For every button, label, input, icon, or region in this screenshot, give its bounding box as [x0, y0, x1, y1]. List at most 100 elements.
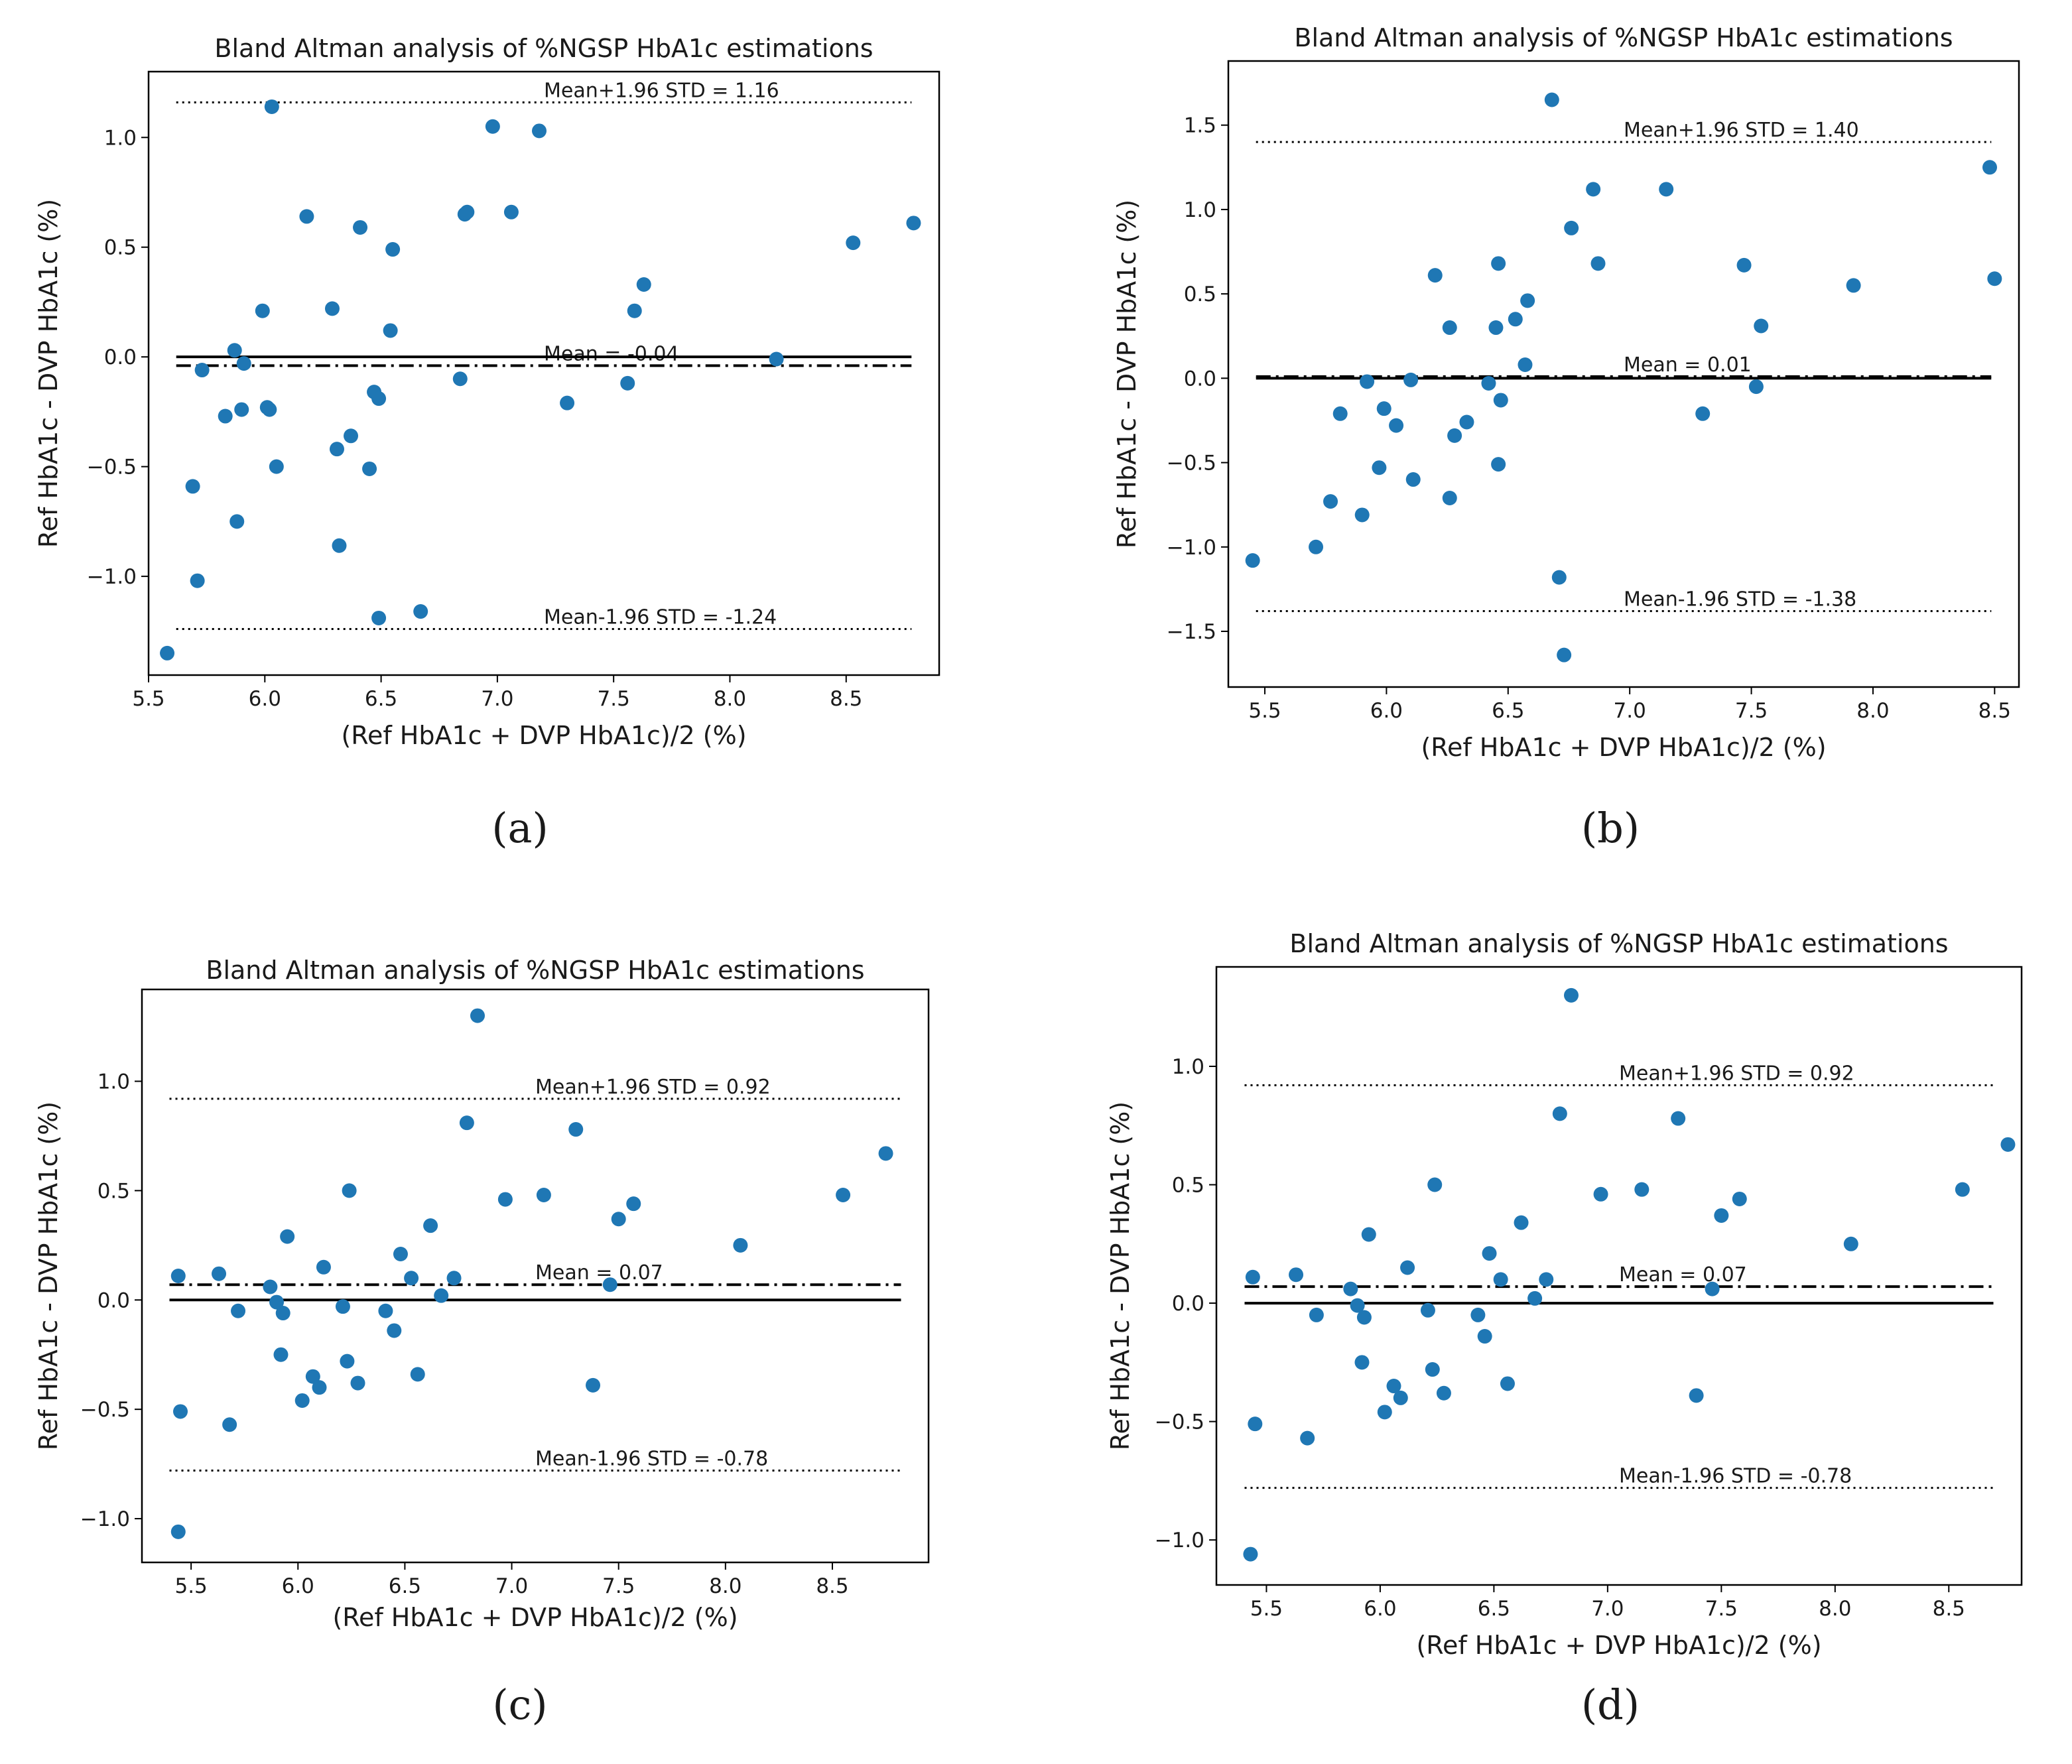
data-point: [1470, 1307, 1486, 1322]
line-label-upper: Mean+1.96 STD = 0.92: [535, 1076, 771, 1099]
chart-title: Bland Altman analysis of %NGSP HbA1c est…: [206, 956, 864, 985]
panel-caption: (c): [492, 1680, 547, 1729]
data-point: [1590, 256, 1606, 271]
axes-frame: [147, 70, 940, 676]
data-point: [1420, 1302, 1435, 1318]
data-point: [452, 371, 468, 387]
x-tick-label: 8.5: [1933, 1597, 1965, 1621]
data-point: [212, 1266, 227, 1281]
line-label-lower: Mean-1.96 STD = -0.78: [1619, 1465, 1852, 1488]
data-point: [1376, 401, 1392, 416]
x-tick-label: 6.0: [282, 1574, 314, 1598]
data-point: [1634, 1182, 1650, 1197]
data-point: [1442, 320, 1457, 336]
data-point: [1459, 414, 1474, 430]
data-point: [387, 1323, 402, 1338]
data-point: [1393, 1390, 1408, 1405]
data-point: [446, 1271, 462, 1286]
y-tick-label: 1.0: [1172, 1055, 1204, 1079]
data-point: [611, 1212, 626, 1227]
data-point: [305, 1369, 320, 1384]
data-point: [378, 1303, 393, 1318]
line-label-mean: Mean = 0.07: [535, 1261, 663, 1285]
chart-panel-2: Bland Altman analysis of %NGSP HbA1c est…: [34, 956, 930, 1729]
data-point: [170, 1524, 186, 1539]
data-point: [1736, 257, 1752, 273]
data-point: [1425, 1362, 1440, 1377]
y-tick-label: 0.0: [104, 346, 137, 369]
data-point: [1754, 318, 1769, 334]
data-point: [1508, 312, 1523, 327]
data-point: [1586, 182, 1601, 197]
data-point: [1705, 1281, 1720, 1296]
data-point: [332, 538, 347, 553]
x-axis-label: (Ref HbA1c + DVP HbA1c)/2 (%): [1416, 1631, 1821, 1660]
data-point: [1343, 1281, 1358, 1296]
data-point: [1477, 1329, 1492, 1344]
data-point: [1405, 472, 1421, 487]
data-point: [1442, 491, 1457, 506]
data-point: [299, 209, 314, 224]
y-tick-label: −0.5: [87, 456, 137, 479]
y-tick-label: −1.0: [80, 1507, 130, 1531]
data-point: [312, 1380, 327, 1395]
x-tick-label: 7.5: [602, 1574, 635, 1598]
data-point: [878, 1146, 893, 1161]
data-point: [1354, 1355, 1370, 1370]
y-axis-label: Ref HbA1c - DVP HbA1c (%): [1106, 1102, 1135, 1450]
data-point: [342, 1183, 357, 1198]
data-point: [1360, 374, 1375, 389]
data-point: [1332, 406, 1348, 421]
y-tick-label: 1.5: [1184, 114, 1216, 138]
data-point: [497, 1192, 513, 1207]
data-point: [160, 645, 175, 661]
data-point: [273, 1347, 289, 1362]
data-point: [1955, 1182, 1970, 1197]
data-point: [1427, 1177, 1443, 1192]
y-tick-label: 0.0: [97, 1289, 130, 1312]
data-point: [335, 1299, 350, 1314]
y-tick-label: 0.0: [1184, 367, 1216, 391]
data-point: [404, 1271, 419, 1286]
data-point: [324, 301, 340, 316]
data-point: [1361, 1227, 1376, 1242]
data-point: [1493, 1272, 1508, 1287]
data-point: [733, 1237, 748, 1253]
y-tick-label: −1.0: [1155, 1529, 1204, 1552]
data-point: [170, 1269, 186, 1283]
data-point: [362, 461, 377, 476]
data-point: [1372, 460, 1387, 475]
data-point: [423, 1218, 438, 1233]
y-tick-label: −0.5: [1155, 1411, 1204, 1434]
data-point: [1350, 1298, 1365, 1313]
chart-panel-0: Bland Altman analysis of %NGSP HbA1c est…: [34, 34, 940, 852]
data-point: [485, 119, 500, 134]
axes-frame: [1215, 966, 2023, 1586]
data-point: [1491, 256, 1506, 271]
data-point: [1248, 1417, 1263, 1432]
y-tick-label: 0.5: [104, 236, 137, 260]
x-tick-label: 7.5: [1705, 1597, 1738, 1621]
x-tick-label: 5.5: [132, 687, 164, 711]
data-point: [1436, 1385, 1451, 1401]
data-point: [626, 1196, 641, 1212]
data-point: [1243, 1546, 1258, 1562]
data-point: [275, 1306, 291, 1321]
x-tick-label: 6.5: [365, 687, 397, 711]
line-label-lower: Mean-1.96 STD = -0.78: [535, 1447, 768, 1470]
data-point: [350, 1375, 365, 1391]
data-point: [1309, 539, 1324, 554]
data-point: [185, 479, 200, 494]
chart-title: Bland Altman analysis of %NGSP HbA1c est…: [214, 34, 873, 63]
x-tick-label: 5.5: [1250, 1597, 1283, 1621]
data-point: [1520, 293, 1535, 308]
data-point: [627, 303, 642, 318]
data-point: [344, 428, 359, 444]
x-tick-label: 6.5: [1492, 699, 1524, 723]
axes-frame: [141, 988, 930, 1564]
x-tick-label: 8.5: [816, 1574, 848, 1598]
data-point: [1748, 379, 1764, 395]
data-point: [531, 123, 547, 139]
data-point: [371, 391, 387, 407]
